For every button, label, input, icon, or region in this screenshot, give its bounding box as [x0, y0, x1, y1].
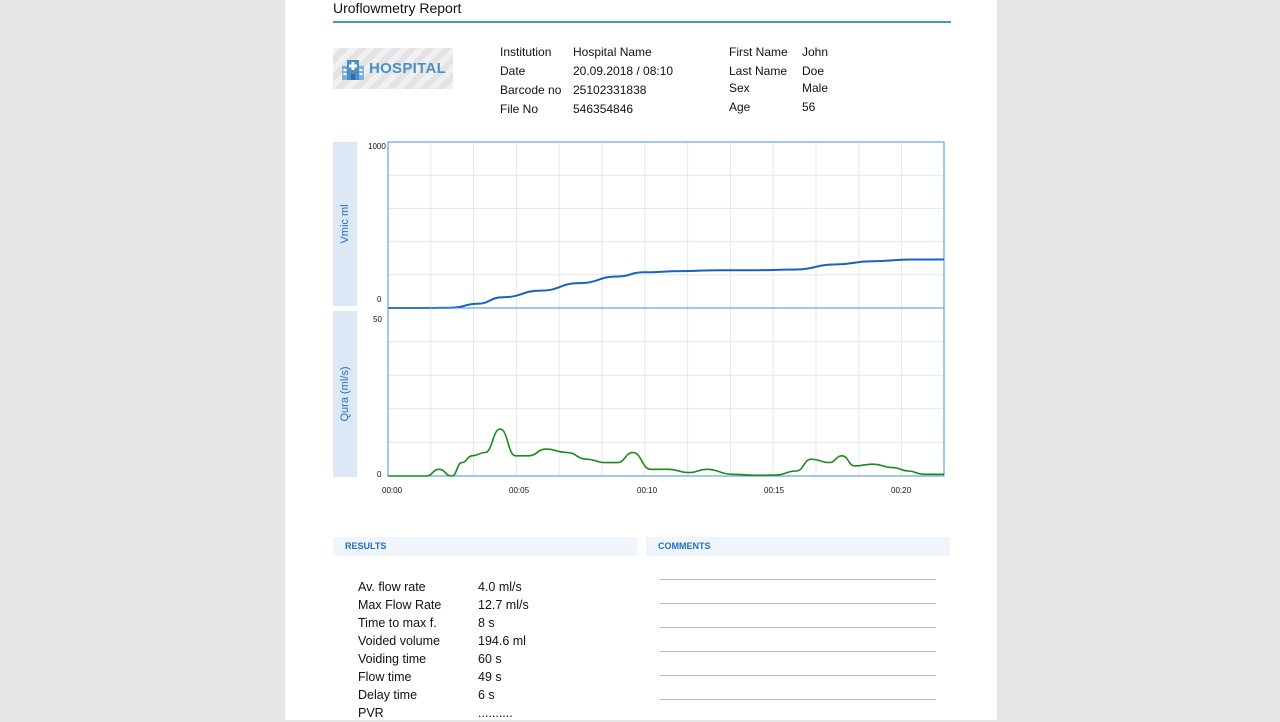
flow-y-tick-max: 50 [373, 315, 382, 324]
institution-value: Hospital Name [573, 45, 652, 59]
volume-y-tick-max: 1000 [368, 142, 386, 151]
result-row: Voiding time 60 s [358, 650, 529, 668]
result-label: PVR [358, 706, 384, 720]
sex-label: Sex [729, 81, 750, 95]
hospital-building-icon [341, 59, 364, 80]
flow-plot-frame [387, 307, 945, 477]
result-row: Time to max f. 8 s [358, 614, 529, 632]
volume-axis-label-panel: Vmic ml [333, 142, 357, 306]
comment-line[interactable] [660, 651, 936, 652]
first-name-label: First Name [729, 45, 788, 59]
flow-y-tick-min: 0 [377, 470, 382, 479]
file-no-label: File No [500, 102, 539, 116]
logo-text: HOSPITAL [368, 60, 447, 77]
result-label: Av. flow rate [358, 580, 426, 594]
result-value: 60 s [478, 652, 502, 666]
result-row: Delay time 6 s [358, 686, 529, 704]
result-value: 8 s [478, 616, 495, 630]
date-value: 20.09.2018 / 08:10 [573, 64, 674, 78]
age-label: Age [729, 100, 751, 114]
last-name-label: Last Name [729, 64, 788, 78]
result-row: Voided volume 194.6 ml [358, 632, 529, 650]
report-title: Uroflowmetry Report [333, 0, 462, 16]
file-no-value: 546354846 [573, 102, 634, 116]
sex-value: Male [802, 81, 829, 95]
volume-series-line [388, 258, 944, 309]
comment-line[interactable] [660, 603, 936, 604]
result-value: 194.6 ml [478, 634, 526, 648]
x-tick: 00:00 [382, 486, 403, 495]
volume-plot-frame [387, 141, 945, 309]
x-tick: 00:20 [891, 486, 912, 495]
result-value: .......... [478, 706, 513, 720]
comment-line[interactable] [660, 579, 936, 580]
x-tick: 00:05 [509, 486, 530, 495]
x-tick: 00:10 [637, 486, 658, 495]
result-label: Voiding time [358, 652, 427, 666]
barcode-value: 25102331838 [573, 83, 647, 97]
x-tick: 00:15 [764, 486, 785, 495]
result-label: Time to max f. [358, 616, 437, 630]
age-value: 56 [802, 100, 816, 114]
comment-line[interactable] [660, 675, 936, 676]
results-header: RESULTS [333, 537, 637, 556]
result-value: 49 s [478, 670, 502, 684]
last-name-value: Doe [802, 64, 825, 78]
flow-axis-label-panel: Qura (ml/s) [333, 311, 357, 477]
result-row: Max Flow Rate 12.7 ml/s [358, 596, 529, 614]
flow-series-line [388, 428, 944, 477]
result-value: 4.0 ml/s [478, 580, 522, 594]
comment-line[interactable] [660, 627, 936, 628]
title-divider [333, 21, 951, 23]
result-label: Flow time [358, 670, 412, 684]
result-label: Voided volume [358, 634, 441, 648]
barcode-label: Barcode no [500, 83, 562, 97]
result-value: 6 s [478, 688, 495, 702]
result-value: 12.7 ml/s [478, 598, 529, 612]
result-label: Delay time [358, 688, 418, 702]
chart-plot-area [387, 141, 945, 477]
result-row: PVR.......... [358, 704, 529, 722]
date-label: Date [500, 64, 526, 78]
result-row: Flow time 49 s [358, 668, 529, 686]
comment-line[interactable] [660, 699, 936, 700]
report-page: Uroflowmetry Report HOSPITAL Institution… [285, 0, 997, 720]
institution-label: Institution [500, 45, 552, 59]
uroflow-charts: Vmic ml Qura (ml/s) 1000 0 50 0 00:00 00… [333, 140, 945, 500]
volume-y-tick-min: 0 [377, 295, 382, 304]
first-name-value: John [802, 45, 829, 59]
result-label: Max Flow Rate [358, 598, 442, 612]
hospital-logo: HOSPITAL [333, 48, 453, 89]
results-list: Av. flow rate 4.0 ml/s Max Flow Rate 12.7 … [358, 578, 529, 722]
comments-header: COMMENTS [646, 537, 950, 556]
result-row: Av. flow rate 4.0 ml/s [358, 578, 529, 596]
